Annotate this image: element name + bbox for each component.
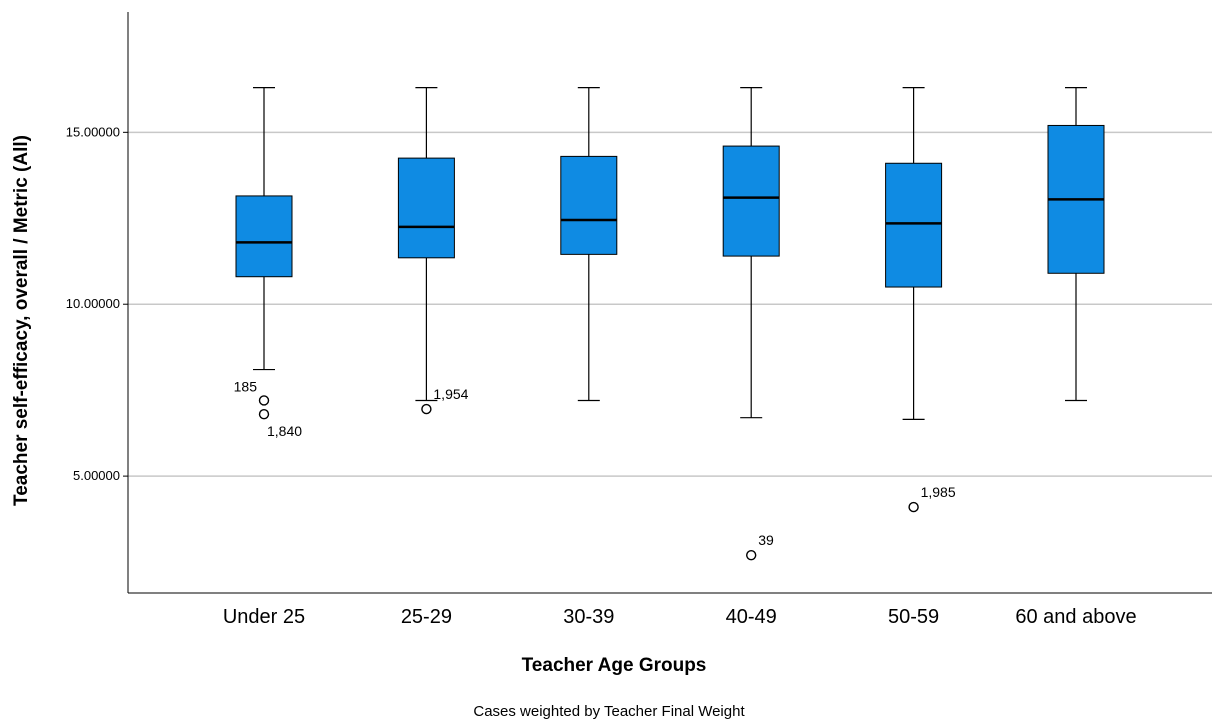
x-category-label: 50-59	[888, 606, 939, 628]
x-category-label: 40-49	[726, 606, 777, 628]
x-category-label: 60 and above	[1015, 606, 1136, 628]
box-group	[1047, 87, 1105, 402]
box-group	[560, 87, 618, 402]
box-group: 1,985	[885, 87, 956, 513]
boxes: 185 1,840 1,954 39 1,985	[234, 87, 1105, 561]
y-tick-label: 15.00000	[66, 124, 120, 139]
y-tick-label: 10.00000	[66, 296, 120, 311]
iqr-box	[722, 145, 780, 257]
outlier-label: 1,954	[433, 386, 468, 402]
gridlines	[128, 131, 1212, 477]
outlier-point	[258, 409, 270, 420]
iqr-box	[885, 162, 943, 288]
outlier-point	[258, 395, 270, 406]
x-category-label: 30-39	[563, 606, 614, 628]
y-axis-ticks: 5.00000 10.00000 15.00000	[66, 124, 128, 483]
iqr-box	[235, 195, 293, 278]
outlier-point	[746, 549, 757, 561]
x-axis-title: Teacher Age Groups	[522, 655, 707, 676]
box-group: 39	[722, 87, 780, 561]
outlier-label: 185	[234, 378, 258, 394]
x-axis-category-labels: Under 25 25-29 30-39 40-49 50-59 60 and above	[223, 606, 1137, 628]
box-group: 185 1,840	[234, 87, 302, 439]
x-category-label: 25-29	[401, 606, 452, 628]
outlier-point	[421, 403, 432, 415]
outlier-label: 1,985	[921, 484, 956, 500]
x-category-label: Under 25	[223, 606, 305, 628]
box-group: 1,954	[397, 87, 469, 415]
iqr-box	[397, 157, 455, 259]
outlier-point	[908, 501, 919, 513]
weighting-footnote: Cases weighted by Teacher Final Weight	[473, 703, 745, 720]
y-axis-title: Teacher self-efficacy, overall / Metric …	[11, 135, 32, 506]
outlier-label: 39	[758, 532, 774, 548]
iqr-box	[560, 155, 618, 255]
y-tick-label: 5.00000	[73, 468, 120, 483]
outlier-label: 1,840	[267, 423, 302, 439]
